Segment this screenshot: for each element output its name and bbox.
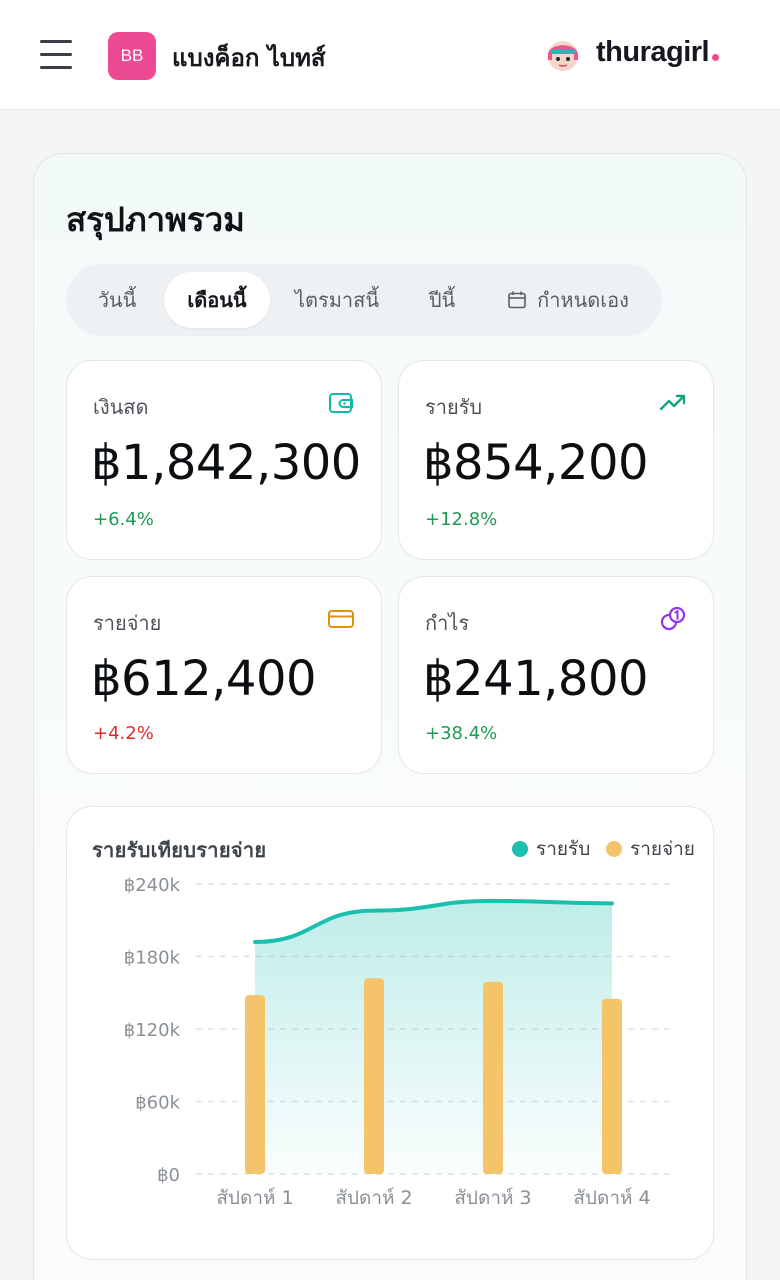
income-line <box>253 898 614 944</box>
calendar-icon <box>508 291 526 309</box>
user-name-text: thuragirl <box>596 36 710 68</box>
user-status-dot <box>712 54 720 61</box>
brand-name[interactable]: แบงค็อก ไบทส์ <box>172 44 326 72</box>
expense-bar[interactable] <box>245 995 265 1174</box>
user-name[interactable]: thuragirl <box>596 36 720 69</box>
card-value: ฿1,842,300 <box>91 435 361 491</box>
tab-this-quarter[interactable]: ไตรมาสนี้ <box>294 288 380 312</box>
x-tick-label: สัปดาห์ 2 <box>335 1187 412 1209</box>
y-tick-label: ฿180k <box>124 948 181 969</box>
card-value: ฿854,200 <box>423 435 649 491</box>
expense-bar[interactable] <box>602 998 622 1174</box>
card-label: รายจ่าย <box>93 611 162 635</box>
card-value: ฿241,800 <box>423 651 649 707</box>
card-change: +4.2% <box>93 723 154 744</box>
expense-bar[interactable] <box>364 978 384 1174</box>
y-tick-label: ฿0 <box>157 1165 180 1186</box>
legend-dot-income <box>512 841 528 857</box>
cash-card[interactable]: เงินสด ฿1,842,300 +6.4% <box>66 360 382 560</box>
legend-item-income[interactable]: รายรับ <box>512 834 590 864</box>
legend-dot-expense <box>606 841 622 857</box>
trending-up-icon <box>659 394 686 411</box>
expense-bar[interactable] <box>483 981 503 1174</box>
period-tabs: วันนี้ เดือนนี้ ไตรมาสนี้ ปีนี้ กำหนดเอง <box>66 264 662 336</box>
x-tick-label: สัปดาห์ 3 <box>454 1187 531 1209</box>
card-change: +12.8% <box>425 509 498 530</box>
y-tick-label: ฿240k <box>124 875 181 896</box>
tab-custom-label: กำหนดเอง <box>537 288 629 312</box>
x-tick-label: สัปดาห์ 4 <box>573 1187 650 1209</box>
card-label: เงินสด <box>93 395 149 419</box>
tab-custom-range[interactable]: กำหนดเอง <box>498 272 638 328</box>
hamburger-menu-icon[interactable] <box>40 40 72 70</box>
legend-label-income: รายรับ <box>536 838 591 860</box>
user-avatar-icon[interactable] <box>544 36 582 74</box>
tab-this-month[interactable]: เดือนนี้ <box>164 272 270 328</box>
card-change: +6.4% <box>93 509 154 530</box>
profit-card[interactable]: กำไร ฿241,800 +38.4% <box>398 576 714 774</box>
chart-title: รายรับเทียบรายจ่าย <box>92 838 267 862</box>
y-tick-label: ฿120k <box>124 1020 181 1041</box>
tab-today[interactable]: วันนี้ <box>97 288 137 312</box>
legend-label-expense: รายจ่าย <box>630 838 695 860</box>
card-label: รายรับ <box>425 395 483 419</box>
card-value: ฿612,400 <box>91 651 317 707</box>
y-tick-label: ฿60k <box>135 1093 180 1114</box>
overview-title: สรุปภาพรวม <box>66 200 245 239</box>
income-area-fill <box>255 900 612 1174</box>
tab-this-year[interactable]: ปีนี้ <box>428 288 456 312</box>
brand-logo-badge[interactable]: BB <box>108 32 156 80</box>
card-label: กำไร <box>425 611 470 635</box>
wallet-icon <box>329 393 353 413</box>
top-bar: BB แบงค็อก ไบทส์ thuragirl <box>0 0 780 110</box>
coins-icon <box>660 606 686 631</box>
card-change: +38.4% <box>425 723 498 744</box>
legend-item-expense[interactable]: รายจ่าย <box>606 834 695 864</box>
x-tick-label: สัปดาห์ 1 <box>216 1187 293 1209</box>
income-card[interactable]: รายรับ ฿854,200 +12.8% <box>398 360 714 560</box>
expense-card[interactable]: รายจ่าย ฿612,400 +4.2% <box>66 576 382 774</box>
credit-card-icon <box>328 610 354 628</box>
